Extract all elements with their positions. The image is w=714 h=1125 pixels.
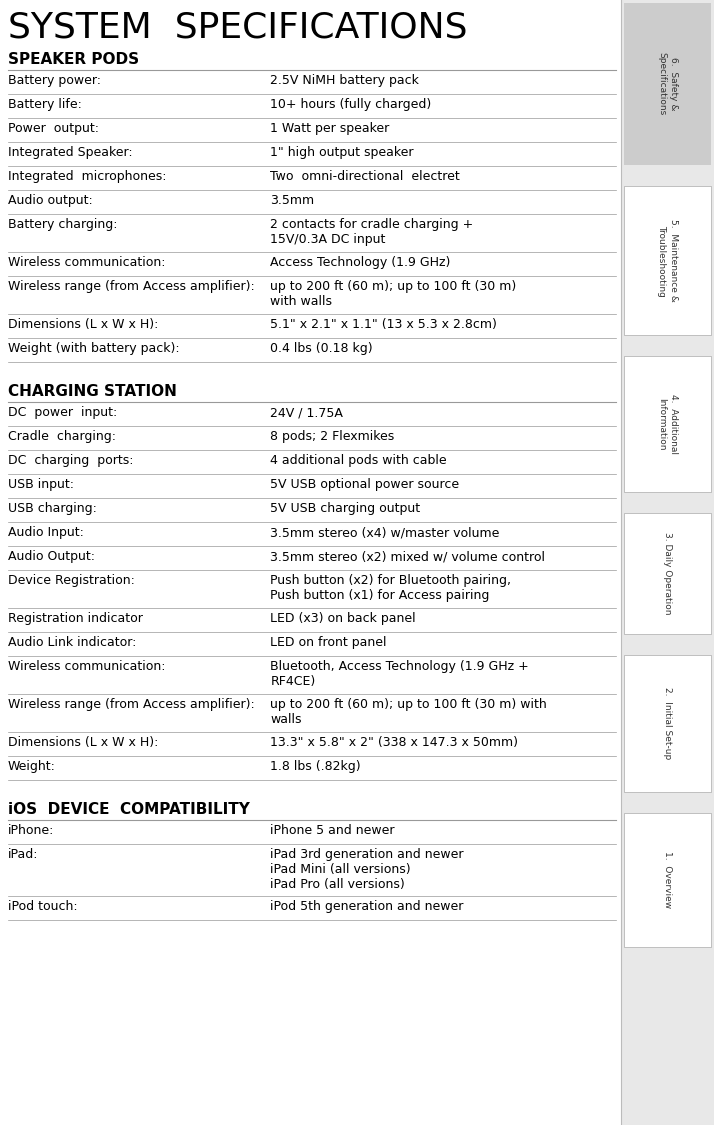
Text: SYSTEM  SPECIFICATIONS: SYSTEM SPECIFICATIONS bbox=[8, 10, 468, 44]
Text: iPod 5th generation and newer: iPod 5th generation and newer bbox=[271, 900, 464, 914]
Text: Audio Input:: Audio Input: bbox=[8, 526, 84, 539]
Bar bbox=[621, 0, 714, 1125]
Text: 2.5V NiMH battery pack: 2.5V NiMH battery pack bbox=[271, 74, 419, 87]
Text: 10+ hours (fully charged): 10+ hours (fully charged) bbox=[271, 98, 432, 111]
Text: 13.3" x 5.8" x 2" (338 x 147.3 x 50mm): 13.3" x 5.8" x 2" (338 x 147.3 x 50mm) bbox=[271, 736, 518, 749]
Text: Access Technology (1.9 GHz): Access Technology (1.9 GHz) bbox=[271, 256, 451, 269]
Text: 1.  Overview: 1. Overview bbox=[663, 852, 672, 909]
Text: DC  power  input:: DC power input: bbox=[8, 406, 117, 418]
Text: USB input:: USB input: bbox=[8, 478, 74, 490]
Text: up to 200 ft (60 m); up to 100 ft (30 m)
with walls: up to 200 ft (60 m); up to 100 ft (30 m)… bbox=[271, 280, 517, 308]
Text: Bluetooth, Access Technology (1.9 GHz +
RF4CE): Bluetooth, Access Technology (1.9 GHz + … bbox=[271, 660, 529, 688]
Text: Wireless communication:: Wireless communication: bbox=[8, 256, 166, 269]
Text: DC  charging  ports:: DC charging ports: bbox=[8, 455, 134, 467]
Text: Battery life:: Battery life: bbox=[8, 98, 82, 111]
Text: Integrated Speaker:: Integrated Speaker: bbox=[8, 146, 133, 159]
Text: 5V USB charging output: 5V USB charging output bbox=[271, 502, 421, 515]
Text: Wireless communication:: Wireless communication: bbox=[8, 660, 166, 673]
Text: 3.5mm stereo (x4) w/master volume: 3.5mm stereo (x4) w/master volume bbox=[271, 526, 500, 539]
Text: 1.8 lbs (.82kg): 1.8 lbs (.82kg) bbox=[271, 760, 361, 773]
Text: 5.  Maintenance &
Troubleshooting: 5. Maintenance & Troubleshooting bbox=[657, 219, 678, 302]
Text: 4 additional pods with cable: 4 additional pods with cable bbox=[271, 455, 447, 467]
Text: 6.  Safety &
Specifications: 6. Safety & Specifications bbox=[657, 53, 678, 116]
Text: up to 200 ft (60 m); up to 100 ft (30 m) with
walls: up to 200 ft (60 m); up to 100 ft (30 m)… bbox=[271, 698, 547, 726]
Text: iPad 3rd generation and newer
iPad Mini (all versions)
iPad Pro (all versions): iPad 3rd generation and newer iPad Mini … bbox=[271, 848, 464, 891]
Text: 1 Watt per speaker: 1 Watt per speaker bbox=[271, 122, 390, 135]
Text: LED (x3) on back panel: LED (x3) on back panel bbox=[271, 612, 416, 626]
Text: Two  omni-directional  electret: Two omni-directional electret bbox=[271, 170, 460, 183]
Text: iPhone:: iPhone: bbox=[8, 824, 54, 837]
Bar bbox=[624, 3, 711, 165]
Text: 24V / 1.75A: 24V / 1.75A bbox=[271, 406, 343, 418]
Text: Audio Link indicator:: Audio Link indicator: bbox=[8, 636, 136, 649]
Text: Wireless range (from Access amplifier):: Wireless range (from Access amplifier): bbox=[8, 280, 255, 292]
Text: Dimensions (L x W x H):: Dimensions (L x W x H): bbox=[8, 318, 159, 331]
Bar bbox=[624, 356, 711, 492]
Text: iPhone 5 and newer: iPhone 5 and newer bbox=[271, 824, 395, 837]
Text: Wireless range (from Access amplifier):: Wireless range (from Access amplifier): bbox=[8, 698, 255, 711]
Text: 8 pods; 2 Flexmikes: 8 pods; 2 Flexmikes bbox=[271, 430, 395, 443]
Text: Audio Output:: Audio Output: bbox=[8, 550, 95, 562]
Text: 3. Daily Operation: 3. Daily Operation bbox=[663, 532, 672, 614]
Text: 3.5mm: 3.5mm bbox=[271, 193, 315, 207]
Text: Registration indicator: Registration indicator bbox=[8, 612, 143, 626]
Text: Dimensions (L x W x H):: Dimensions (L x W x H): bbox=[8, 736, 159, 749]
Text: 1" high output speaker: 1" high output speaker bbox=[271, 146, 414, 159]
Text: CHARGING STATION: CHARGING STATION bbox=[8, 384, 177, 399]
Text: iOS  DEVICE  COMPATIBILITY: iOS DEVICE COMPATIBILITY bbox=[8, 802, 250, 817]
Text: Push button (x2) for Bluetooth pairing,
Push button (x1) for Access pairing: Push button (x2) for Bluetooth pairing, … bbox=[271, 574, 511, 602]
Text: iPod touch:: iPod touch: bbox=[8, 900, 78, 914]
Text: USB charging:: USB charging: bbox=[8, 502, 97, 515]
Text: Battery charging:: Battery charging: bbox=[8, 218, 118, 231]
Text: 4.  Additional
Information: 4. Additional Information bbox=[657, 394, 678, 455]
Bar bbox=[624, 813, 711, 947]
Text: SPEAKER PODS: SPEAKER PODS bbox=[8, 52, 139, 68]
Text: 5V USB optional power source: 5V USB optional power source bbox=[271, 478, 460, 490]
Text: 5.1" x 2.1" x 1.1" (13 x 5.3 x 2.8cm): 5.1" x 2.1" x 1.1" (13 x 5.3 x 2.8cm) bbox=[271, 318, 497, 331]
Text: Weight:: Weight: bbox=[8, 760, 56, 773]
Text: LED on front panel: LED on front panel bbox=[271, 636, 387, 649]
Text: Device Registration:: Device Registration: bbox=[8, 574, 135, 587]
Text: 2.  Initial Set-up: 2. Initial Set-up bbox=[663, 687, 672, 759]
Bar bbox=[624, 186, 711, 335]
Text: Battery power:: Battery power: bbox=[8, 74, 101, 87]
Text: 3.5mm stereo (x2) mixed w/ volume control: 3.5mm stereo (x2) mixed w/ volume contro… bbox=[271, 550, 545, 562]
Text: Cradle  charging:: Cradle charging: bbox=[8, 430, 116, 443]
Text: 2 contacts for cradle charging +
15V/0.3A DC input: 2 contacts for cradle charging + 15V/0.3… bbox=[271, 218, 473, 246]
Bar bbox=[624, 655, 711, 792]
Bar bbox=[624, 513, 711, 634]
Text: iPad:: iPad: bbox=[8, 848, 39, 861]
Text: Audio output:: Audio output: bbox=[8, 193, 93, 207]
Text: Power  output:: Power output: bbox=[8, 122, 99, 135]
Text: 0.4 lbs (0.18 kg): 0.4 lbs (0.18 kg) bbox=[271, 342, 373, 356]
Text: Integrated  microphones:: Integrated microphones: bbox=[8, 170, 166, 183]
Text: Weight (with battery pack):: Weight (with battery pack): bbox=[8, 342, 180, 356]
